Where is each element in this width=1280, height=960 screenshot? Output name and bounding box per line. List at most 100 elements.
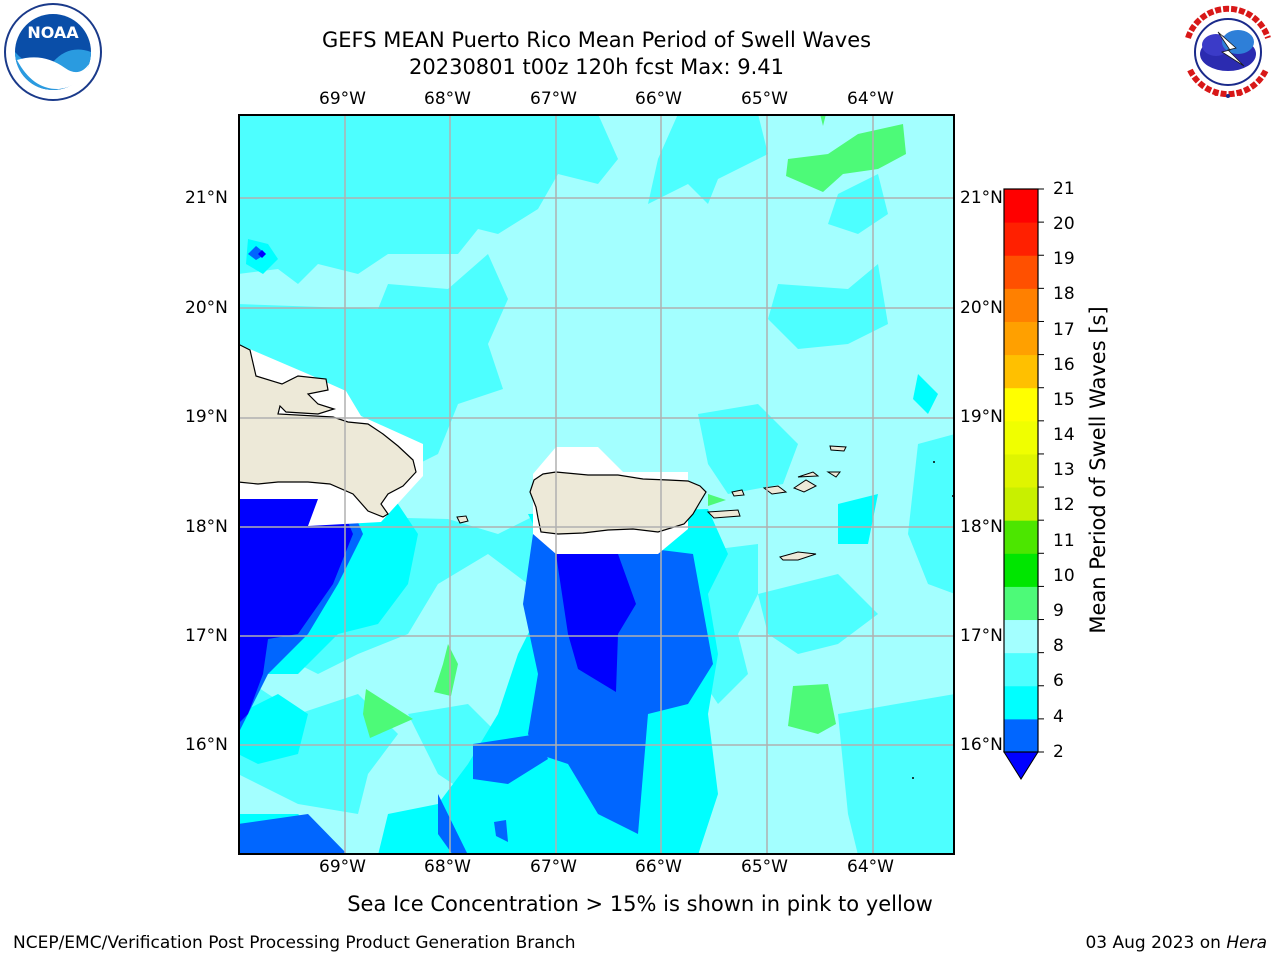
sea-ice-note: Sea Ice Concentration > 15% is shown in … — [347, 892, 933, 916]
map-frame — [238, 114, 955, 855]
field-4-6 — [838, 494, 878, 544]
land-island — [797, 471, 820, 478]
footer-date-text: 03 Aug 2023 on — [1085, 933, 1227, 953]
colorbar-bin — [1004, 487, 1038, 521]
field-9-10 — [788, 684, 836, 734]
colorbar-bin — [1004, 387, 1038, 422]
lon-label-bottom: 68°W — [424, 857, 471, 877]
land-island — [792, 479, 818, 493]
land-island — [779, 551, 817, 561]
lat-label-right: 19°N — [960, 407, 1003, 427]
colorbar-bin — [1004, 420, 1038, 455]
field-6-8 — [838, 694, 955, 855]
field-2-4 — [238, 814, 348, 855]
chart-title: GEFS MEAN Puerto Rico Mean Period of Swe… — [321, 28, 872, 52]
land-island — [456, 515, 469, 524]
nws-logo — [1182, 5, 1274, 98]
footer-host: Hera — [1226, 933, 1267, 953]
colorbar-bin — [1004, 354, 1038, 389]
lon-label-bottom: 66°W — [635, 857, 682, 877]
lon-label-bottom: 67°W — [530, 857, 577, 877]
colorbar-bin — [1004, 222, 1038, 256]
colorbar-tick-label: 17 — [1053, 320, 1075, 340]
lon-label-bottom: 65°W — [741, 857, 788, 877]
colorbar-bin — [1004, 586, 1038, 621]
field-6-8 — [758, 574, 878, 654]
land-islet — [912, 777, 914, 779]
colorbar-tick-label: 10 — [1053, 566, 1075, 586]
land-island — [731, 489, 745, 497]
lat-label-right: 17°N — [960, 626, 1003, 646]
field-9-10 — [363, 689, 413, 738]
land-island — [829, 445, 847, 452]
field-2-4 — [494, 820, 508, 842]
colorbar-tick-label: 19 — [1053, 249, 1075, 269]
land-hispaniola — [238, 343, 417, 518]
field-below-2 — [556, 554, 636, 692]
lat-label-left: 20°N — [185, 298, 228, 318]
land-islet — [933, 461, 935, 463]
lat-label-right: 21°N — [960, 188, 1003, 208]
colorbar-bin — [1004, 619, 1038, 654]
lon-label-top: 69°W — [319, 89, 366, 109]
lat-label-left: 19°N — [185, 407, 228, 427]
field-9-10 — [820, 114, 826, 126]
colorbar-bin — [1004, 553, 1038, 587]
colorbar-bin — [1004, 321, 1038, 356]
colorbar-tick-label: 4 — [1053, 707, 1064, 727]
footer-credit: NCEP/EMC/Verification Post Processing Pr… — [13, 933, 576, 953]
lon-label-top: 64°W — [847, 89, 894, 109]
lon-label-top: 67°W — [530, 89, 577, 109]
field-6-8 — [698, 404, 798, 494]
field-9-10 — [786, 124, 906, 192]
colorbar — [1003, 188, 1044, 780]
lat-label-left: 17°N — [185, 626, 228, 646]
land-island — [762, 485, 788, 495]
noaa-logo: NOAA — [4, 3, 102, 101]
colorbar-tick-label: 6 — [1053, 671, 1064, 691]
field-4-6 — [238, 694, 308, 764]
lat-label-left: 18°N — [185, 517, 228, 537]
field-2-4 — [473, 734, 548, 784]
lat-label-right: 20°N — [960, 298, 1003, 318]
colorbar-bin — [1004, 685, 1038, 720]
lon-label-bottom: 69°W — [319, 857, 366, 877]
field-9-10 — [708, 494, 726, 506]
field-6-8 — [908, 434, 955, 594]
colorbar-tick-label: 21 — [1053, 179, 1075, 199]
field-6-8 — [238, 114, 618, 284]
lon-label-top: 66°W — [635, 89, 682, 109]
field-6-8 — [768, 264, 888, 349]
lon-label-top: 68°W — [424, 89, 471, 109]
footer-date: 03 Aug 2023 on Hera — [1085, 933, 1267, 953]
colorbar-tick-label: 18 — [1053, 284, 1075, 304]
map-plot — [238, 114, 955, 855]
colorbar-bin — [1004, 652, 1038, 687]
colorbar-bin — [1004, 520, 1038, 554]
chart-subtitle: 20230801 t00z 120h fcst Max: 9.41 — [409, 55, 784, 79]
colorbar-bin — [1004, 189, 1038, 223]
colorbar-tick-label: 16 — [1053, 355, 1075, 375]
lat-label-left: 21°N — [185, 188, 228, 208]
colorbar-bin — [1004, 718, 1038, 753]
colorbar-tick-label: 14 — [1053, 425, 1075, 445]
colorbar-tick-label: 9 — [1053, 601, 1064, 621]
colorbar-tick-label: 15 — [1053, 390, 1075, 410]
colorbar-tick-label: 11 — [1053, 531, 1075, 551]
colorbar-frame — [1003, 188, 1039, 753]
lat-label-right: 16°N — [960, 735, 1003, 755]
colorbar-tick-label: 12 — [1053, 495, 1075, 515]
colorbar-tick-label: 2 — [1053, 742, 1064, 762]
lat-label-right: 18°N — [960, 517, 1003, 537]
colorbar-tick-label: 13 — [1053, 460, 1075, 480]
colorbar-bin — [1004, 255, 1038, 289]
colorbar-bin — [1004, 453, 1038, 488]
colorbar-tick-label: 8 — [1053, 636, 1064, 656]
colorbar-label: Mean Period of Swell Waves [s] — [1086, 306, 1110, 634]
colorbar-tick-label: 20 — [1053, 214, 1075, 234]
colorbar-under-triangle — [1003, 751, 1039, 780]
field-2-4 — [438, 794, 468, 855]
field-4-6 — [913, 374, 938, 414]
land-island — [706, 509, 741, 519]
noaa-logo-text: NOAA — [27, 23, 79, 42]
